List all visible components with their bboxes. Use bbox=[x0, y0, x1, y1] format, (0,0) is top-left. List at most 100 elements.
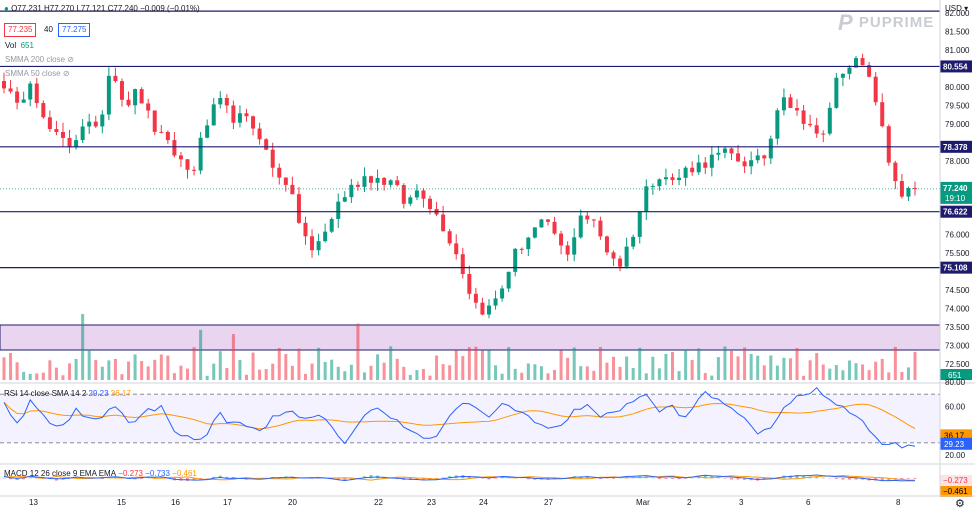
volume-bar bbox=[632, 368, 635, 380]
candle-body bbox=[284, 178, 288, 185]
time-tick-label: 13 bbox=[29, 498, 38, 507]
volume-bar bbox=[415, 370, 418, 380]
volume-bar bbox=[671, 352, 674, 380]
candle-body bbox=[179, 155, 183, 159]
price-tick-label: 73.000 bbox=[945, 342, 970, 351]
volume-bar bbox=[750, 354, 753, 380]
ask-price-box[interactable]: 77.275 bbox=[58, 23, 90, 37]
volume-bar bbox=[619, 367, 622, 380]
rsi-legend: RSI 14 close SMA 14 2 29.23 36.17 bbox=[4, 389, 131, 398]
candle-body bbox=[258, 129, 262, 140]
candle-body bbox=[41, 103, 45, 117]
candle-body bbox=[15, 92, 19, 103]
candle-body bbox=[874, 77, 878, 102]
eye-off-icon[interactable]: ⊘ bbox=[67, 55, 74, 64]
volume-bar bbox=[881, 359, 884, 380]
candle-body bbox=[330, 219, 334, 232]
candle-body bbox=[474, 294, 478, 303]
volume-bar bbox=[186, 369, 189, 380]
volume-bar bbox=[691, 360, 694, 380]
spread-value: 40 bbox=[44, 25, 53, 34]
candle-body bbox=[441, 215, 445, 232]
volume-bar bbox=[730, 351, 733, 380]
candle-body bbox=[598, 221, 602, 237]
level-label: 75.108 bbox=[943, 264, 968, 273]
volume-bar bbox=[311, 364, 314, 380]
candle-body bbox=[657, 179, 661, 186]
candle-body bbox=[775, 110, 779, 138]
price-tick-label: 79.500 bbox=[945, 101, 970, 110]
candle-body bbox=[579, 216, 583, 238]
candle-body bbox=[605, 236, 609, 252]
macd-hist-bar bbox=[914, 478, 917, 479]
volume-bar bbox=[383, 363, 386, 380]
candle-body bbox=[592, 219, 596, 220]
price-tick-label: 75.500 bbox=[945, 249, 970, 258]
volume-bar bbox=[278, 348, 281, 380]
candle-body bbox=[218, 98, 222, 104]
candle-body bbox=[349, 185, 353, 197]
candle-body bbox=[769, 139, 773, 159]
rsi-tick-label: 20.00 bbox=[945, 451, 966, 460]
volume-bar bbox=[402, 367, 405, 380]
volume-bar bbox=[828, 369, 831, 380]
candle-body bbox=[808, 124, 812, 125]
currency-selector[interactable]: USD ▾ bbox=[945, 4, 968, 13]
candle-body bbox=[35, 84, 39, 103]
level-label: 76.622 bbox=[943, 208, 968, 217]
volume-bar bbox=[48, 360, 51, 380]
volume-bar bbox=[855, 363, 858, 380]
candle-body bbox=[821, 134, 825, 135]
bid-price-box[interactable]: 77.235 bbox=[4, 23, 36, 37]
candle-body bbox=[343, 197, 347, 201]
volume-bar bbox=[127, 362, 130, 380]
candle-body bbox=[802, 110, 806, 123]
volume-bar bbox=[756, 356, 759, 380]
candle-body bbox=[559, 234, 563, 246]
smma200-legend[interactable]: SMMA 200 close ⊘ bbox=[5, 55, 74, 64]
volume-bar bbox=[330, 360, 333, 380]
candle-body bbox=[251, 116, 255, 128]
volume-bar bbox=[592, 371, 595, 380]
volume-bar bbox=[763, 365, 766, 380]
candle-body bbox=[225, 98, 229, 105]
volume-bar bbox=[324, 362, 327, 380]
volume-bar bbox=[356, 324, 359, 380]
volume-bar bbox=[894, 347, 897, 380]
candle-body bbox=[880, 102, 884, 126]
volume-bar bbox=[396, 359, 399, 380]
candle-body bbox=[81, 127, 85, 141]
eye-off-icon[interactable]: ⊘ bbox=[63, 69, 70, 78]
candle-body bbox=[323, 232, 327, 241]
smma50-legend[interactable]: SMMA 50 close ⊘ bbox=[5, 69, 70, 78]
settings-gear-icon[interactable]: ⚙ bbox=[955, 497, 965, 510]
candle-body bbox=[461, 254, 465, 274]
volume-bar bbox=[265, 369, 268, 380]
candle-body bbox=[54, 129, 58, 132]
chevron-down-icon: ▾ bbox=[964, 4, 968, 13]
volume-bar bbox=[560, 351, 563, 380]
volume-bar bbox=[238, 360, 241, 380]
candle-body bbox=[415, 190, 419, 197]
candle-body bbox=[68, 138, 72, 147]
volume-bar bbox=[101, 367, 104, 380]
volume-bar bbox=[533, 364, 536, 380]
candle-body bbox=[277, 168, 281, 178]
volume-bar bbox=[546, 373, 549, 380]
candle-body bbox=[480, 303, 484, 315]
volume-bar bbox=[212, 364, 215, 380]
volume-bar bbox=[291, 366, 294, 380]
volume-bar bbox=[173, 373, 176, 380]
volume-bar bbox=[179, 366, 182, 380]
candle-body bbox=[310, 236, 314, 250]
candle-body bbox=[48, 117, 52, 129]
candle-body bbox=[22, 100, 26, 103]
volume-bar bbox=[527, 363, 530, 380]
time-tick-label: 20 bbox=[288, 498, 297, 507]
candle-body bbox=[513, 249, 517, 272]
time-tick-label: 6 bbox=[806, 498, 811, 507]
macd-hist-bar bbox=[822, 478, 825, 479]
volume-bar bbox=[789, 358, 792, 380]
